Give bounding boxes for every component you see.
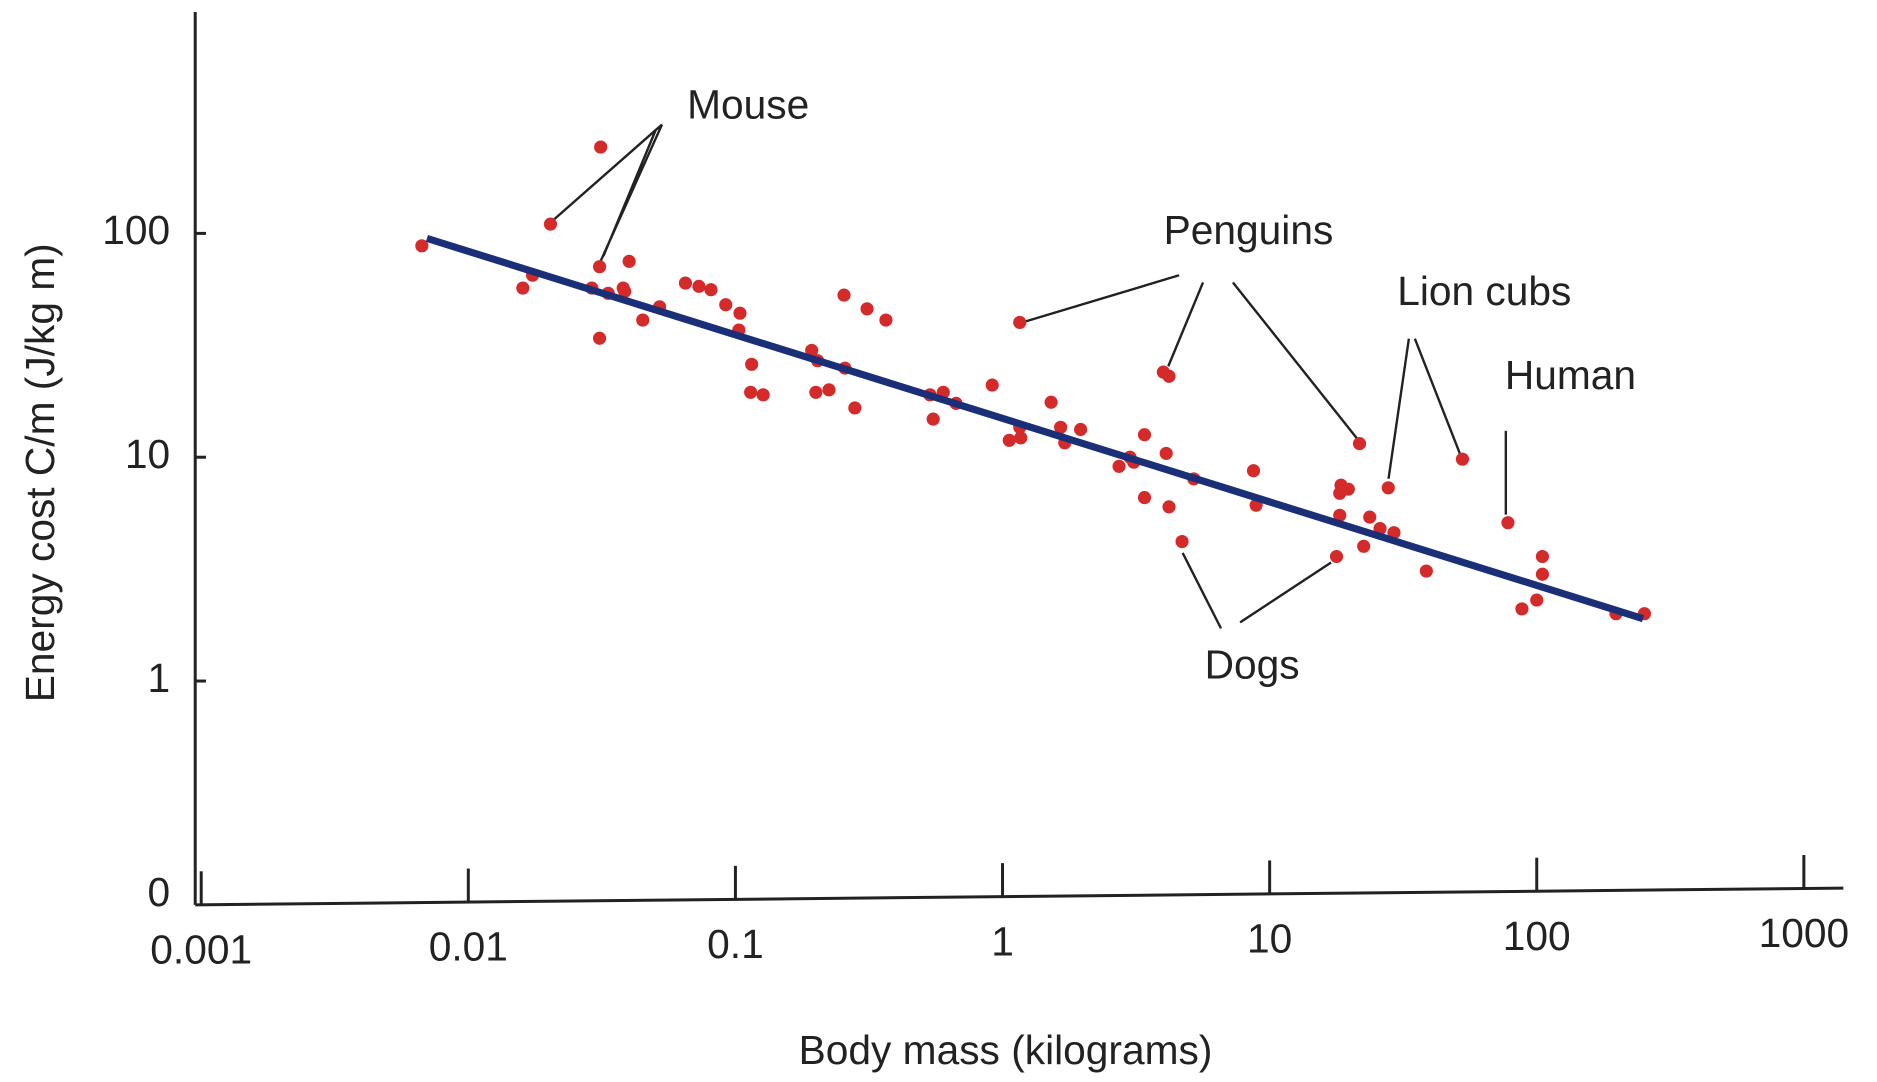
data-point — [1329, 549, 1344, 564]
x-axis-label: Body mass (kilograms) — [799, 1027, 1213, 1073]
annotation: Dogs — [1205, 642, 1300, 688]
data-point — [926, 412, 940, 426]
data-point — [1530, 593, 1544, 607]
data-point — [622, 254, 636, 268]
data-point — [837, 288, 851, 302]
data-point — [516, 281, 530, 295]
y-origin-label: 0 — [147, 869, 170, 915]
data-point — [1162, 369, 1176, 383]
data-point — [1333, 508, 1347, 522]
data-point — [719, 298, 733, 312]
y-tick-label: 1 — [147, 655, 170, 701]
data-point — [1352, 437, 1367, 451]
data-point — [704, 283, 718, 297]
annotation: Penguins — [1164, 207, 1334, 253]
data-point — [1112, 459, 1126, 473]
data-point — [860, 302, 874, 316]
x-tick-label: 10 — [1247, 916, 1292, 962]
data-point — [756, 388, 770, 402]
data-point — [616, 281, 630, 295]
data-point — [1455, 452, 1470, 466]
data-point — [809, 385, 823, 399]
data-point — [1535, 567, 1549, 581]
data-point — [1246, 464, 1261, 478]
data-point — [1159, 446, 1173, 460]
data-point — [733, 306, 747, 320]
x-tick-label: 0.001 — [150, 926, 252, 972]
data-point — [1515, 602, 1529, 616]
data-point — [594, 140, 608, 154]
data-point — [678, 276, 693, 290]
annotation: Lion cubs — [1397, 268, 1571, 314]
data-point — [1013, 315, 1027, 330]
lion-cubs-leader — [1387, 338, 1462, 479]
x-tick-label: 0.1 — [707, 921, 764, 967]
dogs-leader — [1181, 552, 1332, 629]
x-tick-label: 100 — [1503, 913, 1571, 959]
data-point — [1535, 549, 1549, 564]
data-point — [848, 401, 862, 415]
data-point — [1381, 481, 1395, 495]
mouse-leader — [552, 123, 664, 267]
data-point — [592, 260, 607, 274]
data-point — [822, 383, 836, 397]
data-point — [1363, 510, 1377, 524]
data-point — [879, 313, 893, 327]
x-axis — [195, 886, 1844, 907]
data-point — [1002, 433, 1016, 447]
y-tick-label: 100 — [102, 207, 170, 253]
annotation: Human — [1505, 352, 1636, 398]
data-point — [985, 378, 999, 392]
fit-line — [425, 234, 1645, 623]
penguins-leader — [1019, 274, 1360, 442]
x-tick-label: 0.01 — [429, 924, 508, 970]
data-point — [1014, 431, 1028, 445]
x-tick-label: 1000 — [1759, 910, 1850, 956]
y-tick-label: 10 — [125, 431, 170, 477]
data-point — [415, 239, 429, 253]
data-point — [1341, 482, 1355, 496]
data-point — [1357, 539, 1371, 553]
annotation: Mouse — [687, 81, 809, 127]
data-point — [543, 217, 558, 231]
x-tick-label: 1 — [991, 918, 1014, 964]
data-point — [1162, 500, 1176, 514]
data-point — [1137, 491, 1152, 505]
data-point — [1501, 516, 1515, 530]
data-point — [1054, 420, 1068, 434]
data-point — [1044, 395, 1058, 409]
data-point — [692, 279, 706, 293]
leader-lines — [552, 123, 1508, 629]
data-point — [592, 331, 607, 345]
data-point — [745, 357, 759, 371]
data-point — [636, 313, 650, 327]
data-point — [1419, 564, 1433, 578]
y-axis-label: Energy cost C/m (J/kg m) — [17, 243, 63, 702]
data-point — [1137, 428, 1152, 442]
data-point — [1074, 422, 1088, 437]
data-point — [744, 385, 758, 399]
data-point — [1175, 534, 1189, 549]
data-point — [805, 343, 819, 358]
